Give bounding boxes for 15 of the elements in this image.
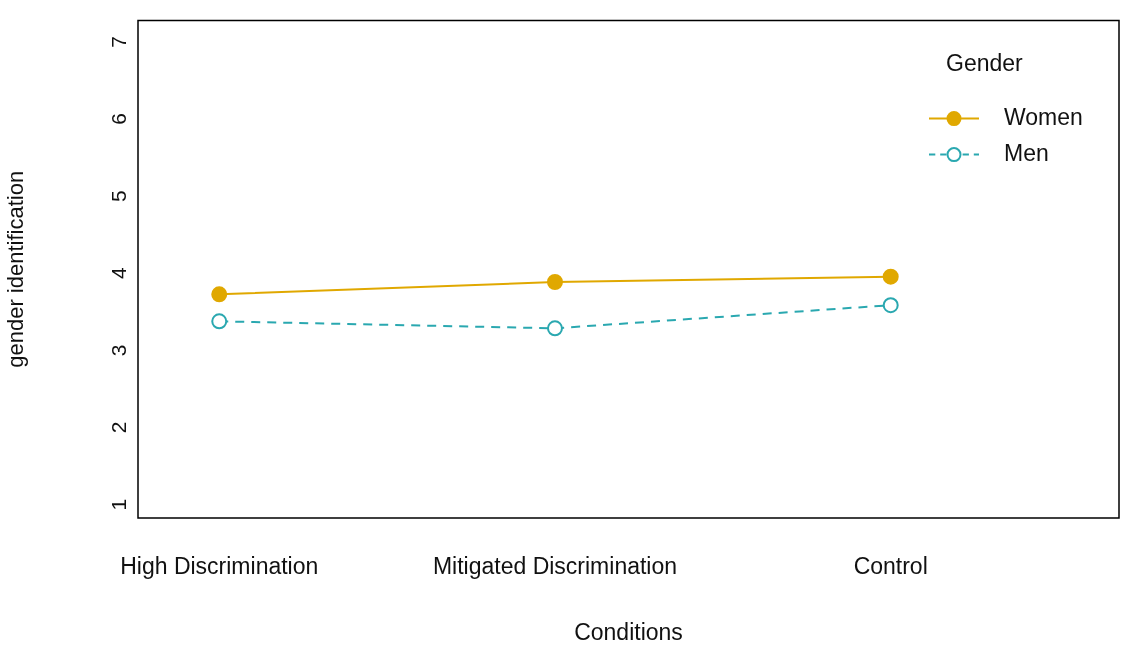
x-tick-label: Mitigated Discrimination xyxy=(432,553,678,580)
x-tick-label: High Discrimination xyxy=(120,553,319,580)
y-tick-label: 1 xyxy=(106,498,130,511)
y-tick-label: 7 xyxy=(106,36,130,48)
y-axis-title: gender identification xyxy=(3,170,29,368)
legend-label: Men xyxy=(1004,139,1049,166)
y-tick-label: 3 xyxy=(106,344,130,357)
legend-label: Women xyxy=(1004,103,1083,130)
legend-title: Gender xyxy=(946,49,1024,76)
x-axis-title: Conditions xyxy=(574,619,683,646)
y-tick-label: 5 xyxy=(106,190,130,202)
x-tick-label: Control xyxy=(853,553,928,580)
y-tick-label: 2 xyxy=(106,421,130,434)
y-tick-label: 6 xyxy=(106,113,130,125)
y-tick-label: 4 xyxy=(106,267,130,280)
